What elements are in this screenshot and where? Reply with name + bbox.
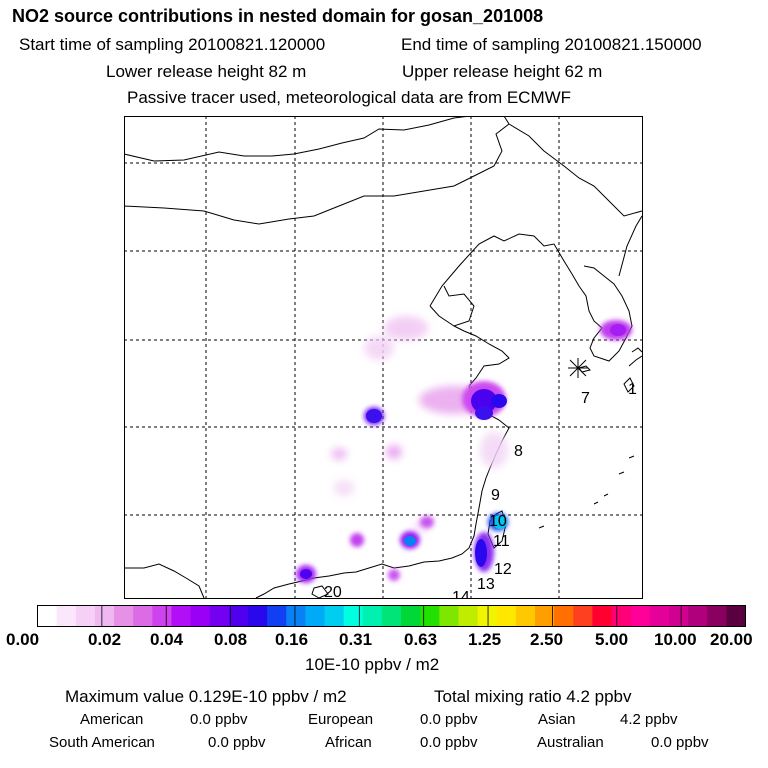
region-label-11: 11 [493, 533, 510, 550]
receptor-marker [568, 358, 588, 378]
region-label-20: 20 [324, 584, 342, 599]
colorbar-cell [535, 605, 555, 627]
colorbar-tick-0: 0.00 [6, 630, 40, 649]
colorbar-cell [152, 605, 172, 627]
colorbar-cell [228, 605, 249, 627]
region-label-1: 1 [628, 381, 637, 398]
european-value: 0.0 ppbv [420, 711, 478, 728]
colorbar-tick-1: 0.02 [88, 630, 122, 649]
colorbar-cell [75, 605, 96, 627]
colorbar-tick-8: 2.50 [530, 630, 564, 649]
south-american-label: South American [49, 734, 155, 751]
colorbar-tick-4: 0.16 [275, 630, 309, 649]
start-time-label: Start time of sampling 20100821.120000 [19, 35, 326, 54]
colorbar-cell [133, 605, 153, 627]
colorbar-cell [37, 605, 58, 627]
colorbar-cell [324, 605, 345, 627]
colorbar-cell [247, 605, 268, 627]
colorbar-cell [286, 605, 306, 627]
american-label: American [80, 711, 144, 728]
colorbar-cell [401, 605, 421, 627]
colorbar-cell [573, 605, 593, 627]
colorbar-cell [343, 605, 364, 627]
region-label-12: 12 [494, 561, 512, 578]
colorbar-tick-5: 0.31 [339, 630, 373, 649]
colorbar-cell [554, 605, 574, 627]
australian-label: Australian [537, 734, 604, 751]
south-american-value: 0.0 ppbv [208, 734, 266, 751]
colorbar [37, 605, 746, 627]
american-value: 0.0 ppbv [190, 711, 248, 728]
european-label: European [308, 711, 374, 728]
colorbar-cell [420, 605, 440, 627]
region-label-13: 13 [477, 576, 495, 593]
colorbar-tick-6: 0.63 [404, 630, 438, 649]
colorbar-units: 10E-10 ppbv / m2 [305, 655, 440, 674]
colorbar-cell [114, 605, 134, 627]
colorbar-cell [381, 605, 402, 627]
region-label-14: 14 [452, 589, 470, 599]
coastlines [124, 116, 642, 598]
colorbar-cell [630, 605, 651, 627]
colorbar-cell [611, 605, 632, 627]
colorbar-cell [592, 605, 613, 627]
colorbar-tick-9: 5.00 [595, 630, 629, 649]
total-mixing-ratio: Total mixing ratio 4.2 ppbv [434, 687, 632, 706]
upper-release-label: Upper release height 62 m [402, 62, 603, 81]
colorbar-cell [668, 605, 689, 627]
colorbar-cell [439, 605, 459, 627]
colorbar-cell [267, 605, 287, 627]
colorbar-tick-7: 1.25 [468, 630, 502, 649]
colorbar-tick-11: 20.00 [710, 630, 753, 649]
african-label: African [325, 734, 372, 751]
colorbar-tick-3: 0.08 [214, 630, 248, 649]
lower-release-label: Lower release height 82 m [106, 62, 307, 81]
colorbar-cell [56, 605, 77, 627]
region-label-7: 7 [581, 390, 590, 407]
colorbar-tick-2: 0.04 [150, 630, 184, 649]
colorbar-cell [458, 605, 479, 627]
maximum-value: Maximum value 0.129E-10 ppbv / m2 [65, 687, 347, 706]
australian-value: 0.0 ppbv [651, 734, 709, 751]
colorbar-cell [496, 605, 517, 627]
tracer-note: Passive tracer used, meteorological data… [127, 88, 572, 107]
colorbar-cell [477, 605, 498, 627]
map-panel: 1 7 8 9 10 11 12 13 14 20 [124, 116, 643, 599]
end-time-label: End time of sampling 20100821.150000 [401, 35, 702, 54]
colorbar-cell [190, 605, 211, 627]
tracer-plume [296, 316, 632, 583]
region-label-10: 10 [489, 513, 507, 530]
colorbar-cell [362, 605, 383, 627]
colorbar-cell [94, 605, 115, 627]
colorbar-cell [726, 605, 746, 627]
asian-value: 4.2 ppbv [620, 711, 678, 728]
colorbar-cell [649, 605, 670, 627]
colorbar-cell [209, 605, 230, 627]
region-label-8: 8 [514, 443, 523, 460]
colorbar-cell [305, 605, 326, 627]
colorbar-cell [515, 605, 536, 627]
map-frame [124, 116, 643, 599]
colorbar-tick-10: 10.00 [654, 630, 697, 649]
colorbar-cell [688, 605, 708, 627]
african-value: 0.0 ppbv [420, 734, 478, 751]
asian-label: Asian [538, 711, 576, 728]
colorbar-cell [171, 605, 192, 627]
colorbar-cell [707, 605, 727, 627]
region-label-9: 9 [491, 487, 500, 504]
chart-title: NO2 source contributions in nested domai… [12, 6, 544, 26]
